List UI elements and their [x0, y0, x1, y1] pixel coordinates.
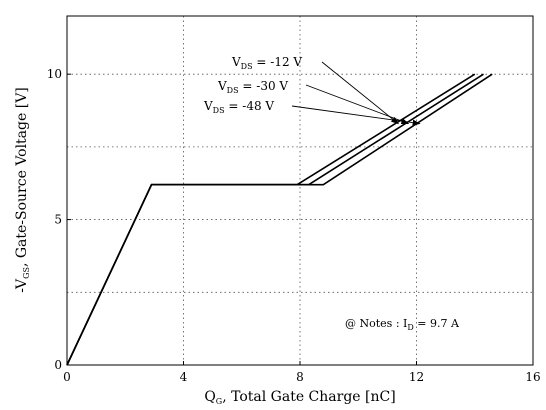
notes-annotation: @ Notes : ID = 9.7 A: [345, 317, 460, 332]
grid: [67, 16, 533, 365]
x-tick-label: 16: [525, 370, 540, 384]
legend-label-0: VDS = -12 V: [231, 55, 302, 71]
legend-arrows: [291, 61, 421, 126]
series-lines: [66, 73, 493, 366]
tick-labels: 0 4 8 12 16 0 5 10: [47, 67, 541, 384]
legend-label-1: VDS = -30 V: [217, 79, 288, 95]
x-tick-label: 12: [409, 370, 424, 384]
y-axis-label: -VGS, Gate-Source Voltage [V]: [14, 87, 31, 293]
y-tick-label: 0: [54, 358, 62, 372]
x-tick-label: 0: [63, 370, 71, 384]
series-line-2: [66, 73, 493, 366]
y-tick-label: 10: [47, 67, 62, 81]
x-axis-label: QG, Total Gate Charge [nC]: [204, 389, 395, 406]
y-tick-label: 5: [54, 213, 62, 227]
x-tick-label: 8: [296, 370, 304, 384]
legend-arrow-1: [305, 84, 410, 125]
legend-arrow-0: [321, 61, 400, 125]
legend-label-2: VDS = -48 V: [203, 99, 274, 115]
legend-arrow-2: [291, 105, 421, 126]
x-tick-label: 4: [180, 370, 188, 384]
